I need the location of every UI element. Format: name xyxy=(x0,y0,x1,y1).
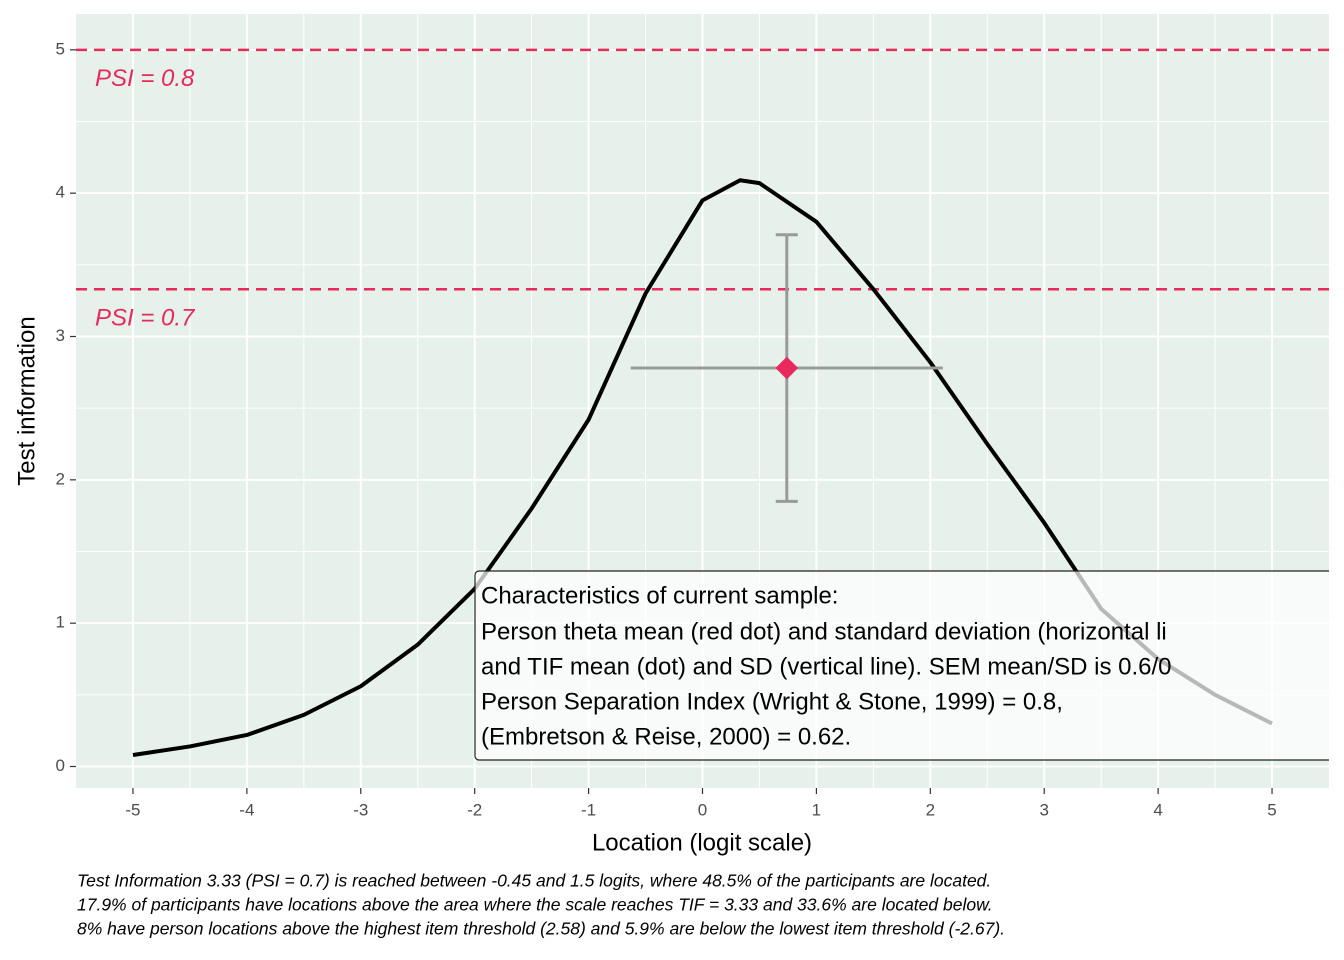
y-tick-label: 1 xyxy=(56,613,65,632)
x-tick-label: -5 xyxy=(125,800,140,819)
annotation-text: Person Separation Index (Wright & Stone,… xyxy=(481,688,1063,715)
y-axis-title: Test information xyxy=(13,316,40,485)
x-tick-label: 1 xyxy=(812,800,821,819)
annotation-box xyxy=(474,570,1329,761)
x-tick-label: 5 xyxy=(1267,800,1276,819)
y-tick-label: 2 xyxy=(56,469,65,488)
caption: Test Information 3.33 (PSI = 0.7) is rea… xyxy=(77,871,991,891)
annotation-text: and TIF mean (dot) and SD (vertical line… xyxy=(481,653,1172,680)
x-tick-label: 3 xyxy=(1039,800,1048,819)
x-tick-label: -1 xyxy=(581,800,596,819)
reference-label: PSI = 0.7 xyxy=(95,305,196,332)
x-axis-title: Location (logit scale) xyxy=(592,829,812,856)
x-tick-label: 4 xyxy=(1153,800,1162,819)
x-tick-label: 2 xyxy=(926,800,935,819)
caption: 8% have person locations above the highe… xyxy=(77,919,1005,939)
y-tick-label: 4 xyxy=(56,183,65,202)
x-tick-label: -2 xyxy=(467,800,482,819)
tif-curve xyxy=(132,178,1273,758)
x-tick-label: 0 xyxy=(698,800,707,819)
annotation-text: Person theta mean (red dot) and standard… xyxy=(481,618,1167,645)
reference-label: PSI = 0.8 xyxy=(95,65,195,92)
annotation-text: Characteristics of current sample: xyxy=(481,582,838,609)
mean-point xyxy=(775,356,799,380)
y-tick-label: 3 xyxy=(56,326,65,345)
y-tick-label: 5 xyxy=(56,39,65,58)
x-tick-label: -4 xyxy=(239,800,254,819)
y-tick-label: 0 xyxy=(56,756,65,775)
caption: 17.9% of participants have locations abo… xyxy=(77,895,993,915)
x-tick-label: -3 xyxy=(353,800,368,819)
annotation-text: (Embretson & Reise, 2000) = 0.62. xyxy=(481,723,851,750)
